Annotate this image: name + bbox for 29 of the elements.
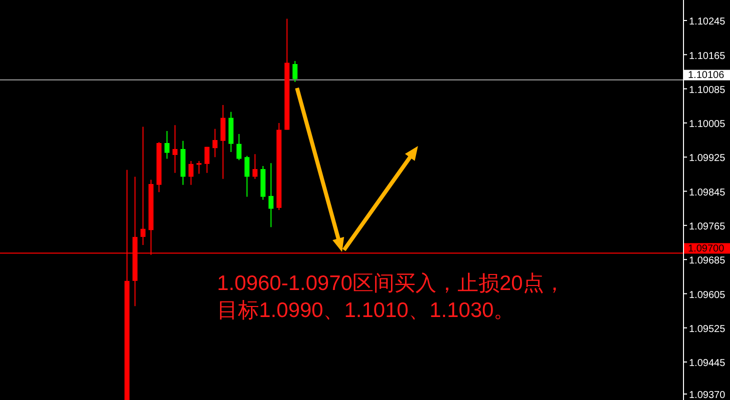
ref-line-label: 1.09700 xyxy=(688,243,725,254)
y-tick-label: 1.09845 xyxy=(689,187,726,198)
candlestick xyxy=(212,128,218,158)
y-tick-label: 1.09370 xyxy=(689,390,726,400)
candlestick xyxy=(188,160,194,186)
candlestick xyxy=(292,60,298,82)
y-tick-label: 1.10165 xyxy=(689,50,726,62)
annotation: 目标1.0990、1.1010、1.1030。 xyxy=(217,299,515,322)
y-tick-label: 1.10005 xyxy=(689,119,726,130)
candlestick xyxy=(196,160,202,174)
candlestick xyxy=(204,146,210,174)
y-tick-label: 1.10245 xyxy=(689,16,726,28)
candlestick xyxy=(236,134,242,161)
candlestick xyxy=(252,154,258,180)
candlestick xyxy=(220,104,226,180)
ref-line-label: 1.10106 xyxy=(688,70,725,81)
y-tick-label: 1.09445 xyxy=(689,358,726,370)
candlestick xyxy=(244,155,250,198)
annotation: 1.0960-1.0970区间买入，止损20点， xyxy=(217,272,565,295)
y-tick-label: 1.09605 xyxy=(689,290,726,301)
candlestick xyxy=(172,124,178,174)
candlestick xyxy=(268,162,274,228)
y-tick-label: 1.09925 xyxy=(689,153,726,164)
y-tick-label: 1.09525 xyxy=(689,324,726,335)
candlestick xyxy=(140,126,146,246)
y-tick-label: 1.09685 xyxy=(689,256,726,267)
y-tick-label: 1.10085 xyxy=(689,84,726,96)
candlestick xyxy=(164,130,170,160)
y-tick-label: 1.09765 xyxy=(689,222,726,233)
